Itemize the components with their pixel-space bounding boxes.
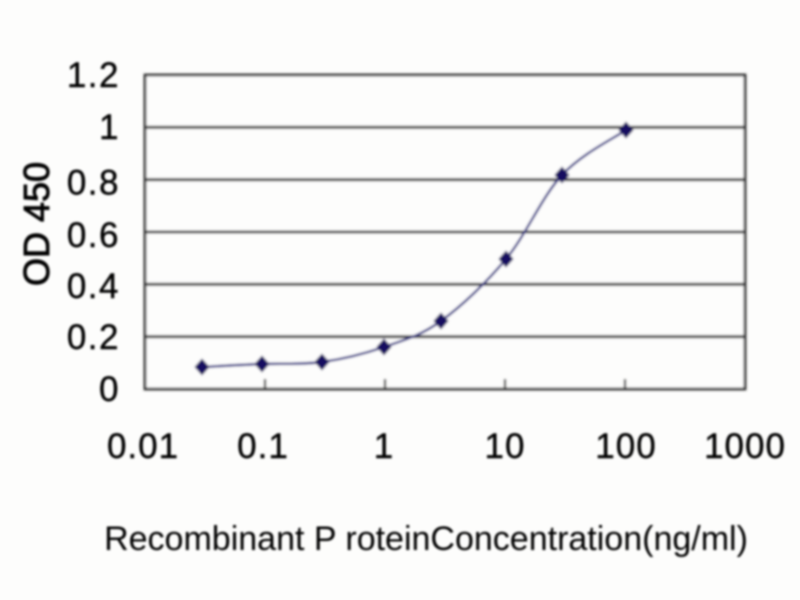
svg-text:0.4: 0.4 [67,267,120,306]
svg-text:0.6: 0.6 [67,216,120,255]
svg-text:0: 0 [99,370,120,409]
svg-text:1: 1 [99,108,120,147]
svg-text:10: 10 [485,427,526,466]
svg-text:Recombinant P roteinConcentrat: Recombinant P roteinConcentration(ng/ml) [104,520,748,558]
svg-text:1000: 1000 [704,427,786,466]
svg-text:0.8: 0.8 [67,164,120,203]
svg-text:OD 450: OD 450 [16,162,57,286]
svg-text:1: 1 [374,427,394,466]
svg-text:1.2: 1.2 [67,56,120,95]
svg-text:0.1: 0.1 [237,427,289,466]
svg-text:0.2: 0.2 [67,318,120,357]
svg-text:100: 100 [595,427,656,466]
svg-text:0.01: 0.01 [107,427,179,466]
